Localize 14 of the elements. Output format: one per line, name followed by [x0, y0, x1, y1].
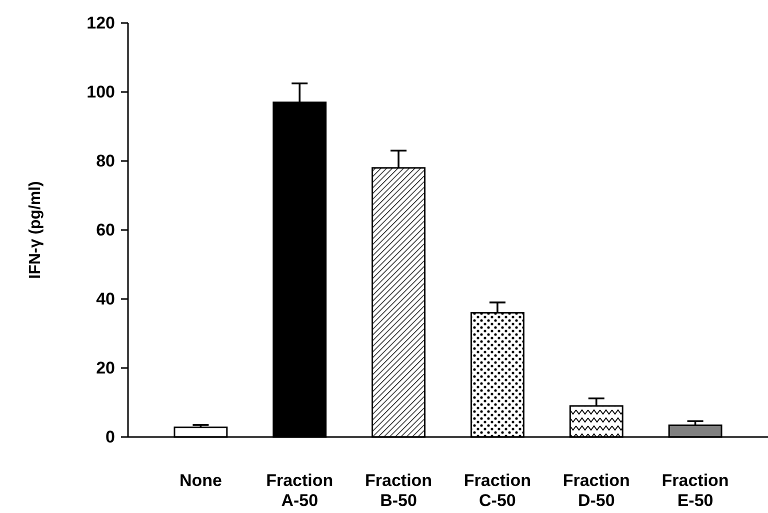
x-tick-label: Fraction E-50 — [662, 471, 729, 510]
y-axis-title: IFN-γ (pg/ml) — [27, 181, 44, 279]
y-tick-label: 40 — [96, 289, 115, 308]
y-tick-label: 0 — [106, 427, 115, 446]
y-tick-label: 120 — [86, 13, 115, 32]
y-tick-label: 80 — [96, 151, 115, 170]
y-tick-label: 20 — [96, 358, 115, 378]
x-tick-label: None — [179, 471, 222, 490]
y-tick-label: 100 — [86, 82, 115, 102]
x-tick-label: Fraction A-50 — [266, 471, 334, 510]
y-tick-label: 60 — [96, 220, 115, 240]
x-tick-label: Fraction C-50 — [464, 471, 531, 510]
x-tick-label: Fraction B-50 — [365, 471, 432, 510]
x-tick-label: Fraction D-50 — [562, 471, 630, 510]
